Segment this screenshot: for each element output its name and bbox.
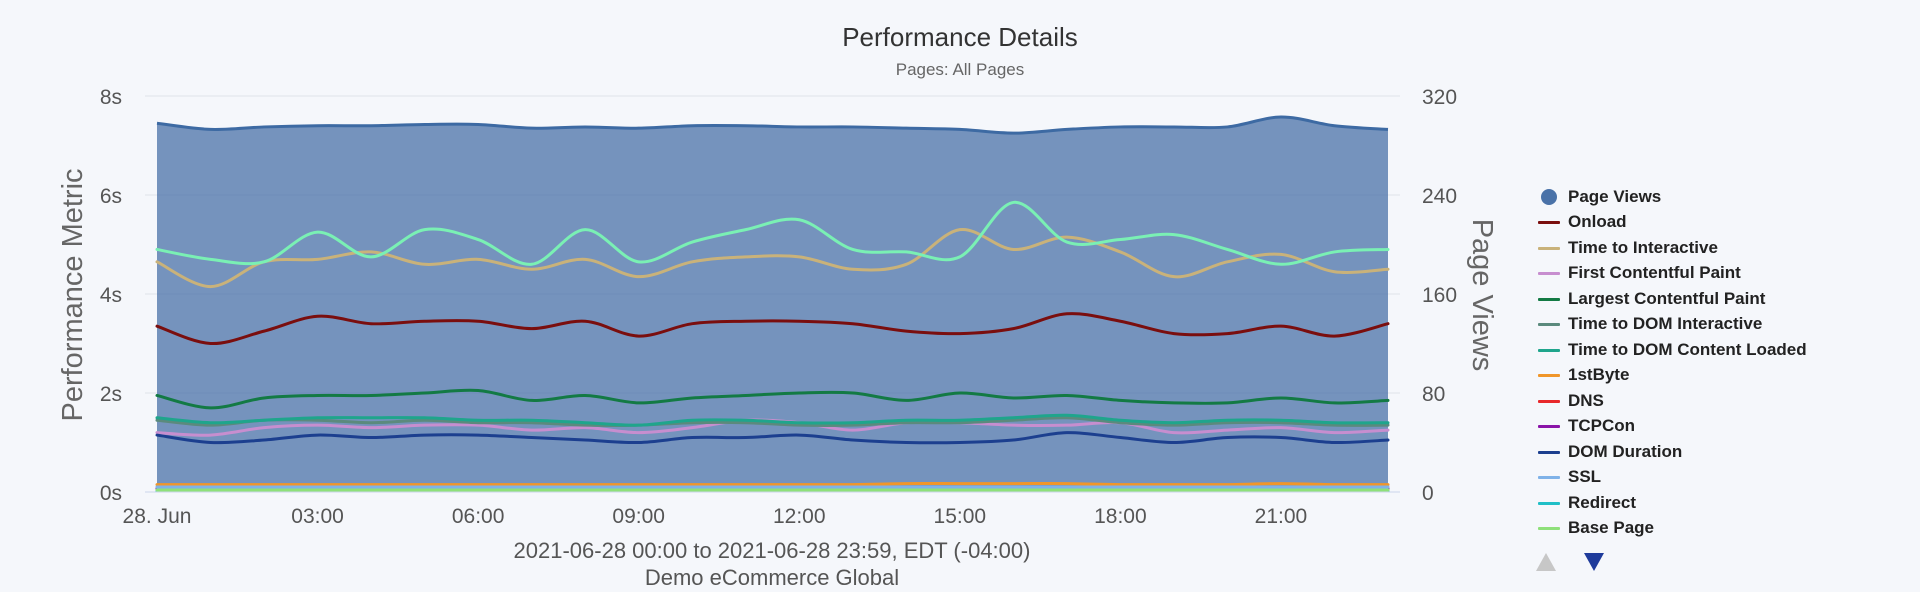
chart-subtitle: Pages: All Pages [896, 60, 1025, 79]
legend-label: Page Views [1568, 186, 1662, 206]
legend-item-tcpcon[interactable]: TCPCon [1536, 414, 1807, 440]
y2-tick-label: 240 [1422, 185, 1457, 208]
legend-symbol [1538, 396, 1560, 406]
legend-symbol [1538, 370, 1560, 380]
y2-tick-label: 80 [1422, 383, 1445, 406]
legend-label: Base Page [1568, 518, 1654, 538]
y2-tick-label: 0 [1422, 482, 1434, 505]
x-tick-label: 09:00 [612, 505, 665, 528]
legend-item-dom-duration[interactable]: DOM Duration [1536, 439, 1807, 465]
y-tick-label: 0s [100, 482, 122, 505]
legend-pagination [1536, 553, 1604, 571]
legend-label: SSL [1568, 467, 1602, 487]
legend-symbol [1538, 523, 1560, 533]
series-line-time-to-interactive[interactable] [155, 228, 1390, 289]
legend-symbol [1538, 294, 1560, 304]
x-tick-label: 28. Jun [123, 505, 192, 528]
legend-item-time-to-dom-interactive[interactable]: Time to DOM Interactive [1536, 312, 1807, 338]
legend-label: First Contentful Paint [1568, 263, 1741, 283]
legend-label: Time to Interactive [1568, 237, 1718, 257]
x-axis: 28. Jun 03:00 06:00 09:00 12:00 15:00 18:00 21:… [123, 491, 1400, 528]
series-line-1stbyte[interactable] [155, 482, 1390, 487]
series-line-page-views[interactable] [156, 115, 1389, 135]
series-line-time-to-dom-content-loaded[interactable] [155, 413, 1390, 427]
legend-label: 1stByte [1568, 365, 1630, 385]
legend-item-1stbyte[interactable]: 1stByte [1536, 363, 1807, 389]
legend-item-onload[interactable]: Onload [1536, 210, 1807, 236]
legend-symbol [1538, 188, 1560, 205]
series-area-page-views[interactable] [157, 117, 1388, 493]
y2-tick-label: 160 [1422, 284, 1457, 307]
legend-label: Redirect [1568, 492, 1637, 512]
x-tick-label: 12:00 [773, 505, 826, 528]
legend-item-largest-contentful-paint[interactable]: Largest Contentful Paint [1536, 286, 1807, 312]
legend-item-ssl[interactable]: SSL [1536, 465, 1807, 491]
legend: Page Views Onload Time to Interactive First… [1536, 184, 1807, 541]
series-line-onload[interactable] [155, 312, 1390, 346]
legend-item-base-page[interactable]: Base Page [1536, 516, 1807, 542]
legend-symbol [1538, 243, 1560, 253]
legend-item-redirect[interactable]: Redirect [1536, 490, 1807, 516]
legend-symbol [1538, 217, 1560, 227]
series-line-dom-duration[interactable] [155, 431, 1390, 445]
legend-label: DNS [1568, 390, 1604, 410]
triangle-up-icon [1536, 553, 1556, 571]
plot-area [155, 115, 1390, 493]
legend-label: DOM Duration [1568, 441, 1683, 461]
y-tick-label: 4s [100, 284, 122, 307]
legend-label: Largest Contentful Paint [1568, 288, 1766, 308]
x-caption-line-1: 2021-06-28 00:00 to 2021-06-28 23:59, ED… [514, 538, 1031, 563]
legend-item-time-to-dom-content-loaded[interactable]: Time to DOM Content Loaded [1536, 337, 1807, 363]
legend-symbol [1538, 268, 1560, 278]
legend-item-page-views[interactable]: Page Views [1536, 184, 1807, 210]
legend-symbol [1538, 345, 1560, 355]
x-tick-label: 03:00 [291, 505, 344, 528]
legend-item-first-contentful-paint[interactable]: First Contentful Paint [1536, 261, 1807, 287]
y-tick-label: 2s [100, 383, 122, 406]
x-tick-label: 15:00 [934, 505, 987, 528]
x-tick-label: 21:00 [1255, 505, 1308, 528]
y-tick-label: 6s [100, 185, 122, 208]
x-caption-line-2: Demo eCommerce Global [645, 565, 899, 590]
legend-label: Time to DOM Content Loaded [1568, 339, 1807, 359]
legend-symbol [1538, 319, 1560, 329]
y-axis-left: 0s 2s 4s 6s 8s [100, 86, 122, 505]
chart-title: Performance Details [842, 22, 1078, 52]
legend-symbol [1538, 472, 1560, 482]
legend-symbol [1538, 421, 1560, 431]
x-tick-label: 18:00 [1094, 505, 1147, 528]
y2-tick-label: 320 [1422, 86, 1457, 109]
y-axis-right: 0 80 160 240 320 [1422, 86, 1457, 505]
triangle-down-icon[interactable] [1584, 553, 1604, 571]
legend-symbol [1538, 498, 1560, 508]
y2-axis-title: Page Views [1466, 219, 1498, 372]
legend-symbol [1538, 447, 1560, 457]
legend-item-time-to-interactive[interactable]: Time to Interactive [1536, 235, 1807, 261]
series-line-time-to-dom-interactive[interactable] [155, 416, 1390, 427]
y-tick-label: 8s [100, 86, 122, 109]
legend-item-dns[interactable]: DNS [1536, 388, 1807, 414]
series-line-largest-contentful-paint[interactable] [155, 388, 1390, 410]
legend-label: TCPCon [1568, 416, 1636, 436]
legend-label: Time to DOM Interactive [1568, 314, 1763, 334]
x-tick-label: 06:00 [452, 505, 505, 528]
y-axis-title: Performance Metric [57, 168, 89, 421]
series-line-base-page-interactive[interactable] [155, 200, 1390, 266]
legend-label: Onload [1568, 212, 1627, 232]
